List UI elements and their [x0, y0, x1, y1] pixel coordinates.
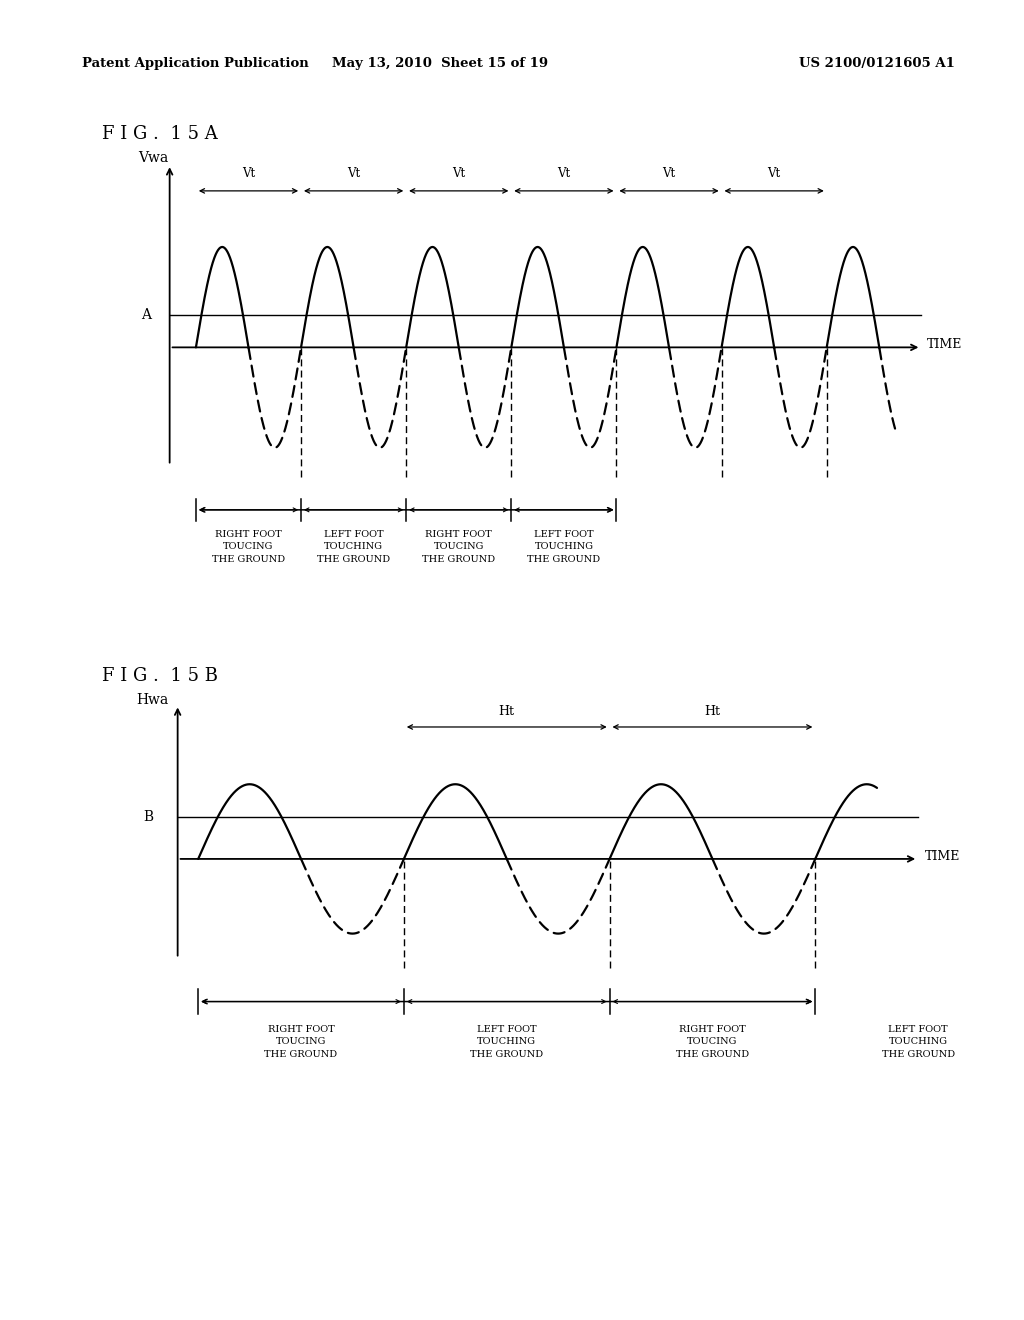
Text: Vt: Vt — [242, 168, 255, 181]
Text: F I G .  1 5 B: F I G . 1 5 B — [102, 667, 218, 685]
Text: RIGHT FOOT
TOUCING
THE GROUND: RIGHT FOOT TOUCING THE GROUND — [422, 529, 496, 564]
Text: Ht: Ht — [705, 705, 721, 718]
Text: Patent Application Publication: Patent Application Publication — [82, 57, 308, 70]
Text: LEFT FOOT
TOUCHING
THE GROUND: LEFT FOOT TOUCHING THE GROUND — [882, 1024, 954, 1059]
Text: TIME: TIME — [927, 338, 962, 351]
Text: LEFT FOOT
TOUCHING
THE GROUND: LEFT FOOT TOUCHING THE GROUND — [317, 529, 390, 564]
Text: Vt: Vt — [453, 168, 465, 181]
Text: RIGHT FOOT
TOUCING
THE GROUND: RIGHT FOOT TOUCING THE GROUND — [264, 1024, 338, 1059]
Text: A: A — [141, 308, 152, 322]
Text: RIGHT FOOT
TOUCING
THE GROUND: RIGHT FOOT TOUCING THE GROUND — [212, 529, 285, 564]
Text: Vt: Vt — [663, 168, 676, 181]
Text: TIME: TIME — [925, 850, 961, 863]
Text: B: B — [143, 809, 154, 824]
Text: Hwa: Hwa — [136, 693, 169, 706]
Text: LEFT FOOT
TOUCHING
THE GROUND: LEFT FOOT TOUCHING THE GROUND — [470, 1024, 544, 1059]
Text: Vt: Vt — [768, 168, 780, 181]
Text: Ht: Ht — [499, 705, 515, 718]
Text: F I G .  1 5 A: F I G . 1 5 A — [102, 125, 218, 144]
Text: May 13, 2010  Sheet 15 of 19: May 13, 2010 Sheet 15 of 19 — [332, 57, 549, 70]
Text: LEFT FOOT
TOUCHING
THE GROUND: LEFT FOOT TOUCHING THE GROUND — [527, 529, 600, 564]
Text: US 2100/0121605 A1: US 2100/0121605 A1 — [799, 57, 954, 70]
Text: Vt: Vt — [347, 168, 360, 181]
Text: Vt: Vt — [557, 168, 570, 181]
Text: Vwa: Vwa — [138, 152, 168, 165]
Text: RIGHT FOOT
TOUCING
THE GROUND: RIGHT FOOT TOUCING THE GROUND — [676, 1024, 749, 1059]
